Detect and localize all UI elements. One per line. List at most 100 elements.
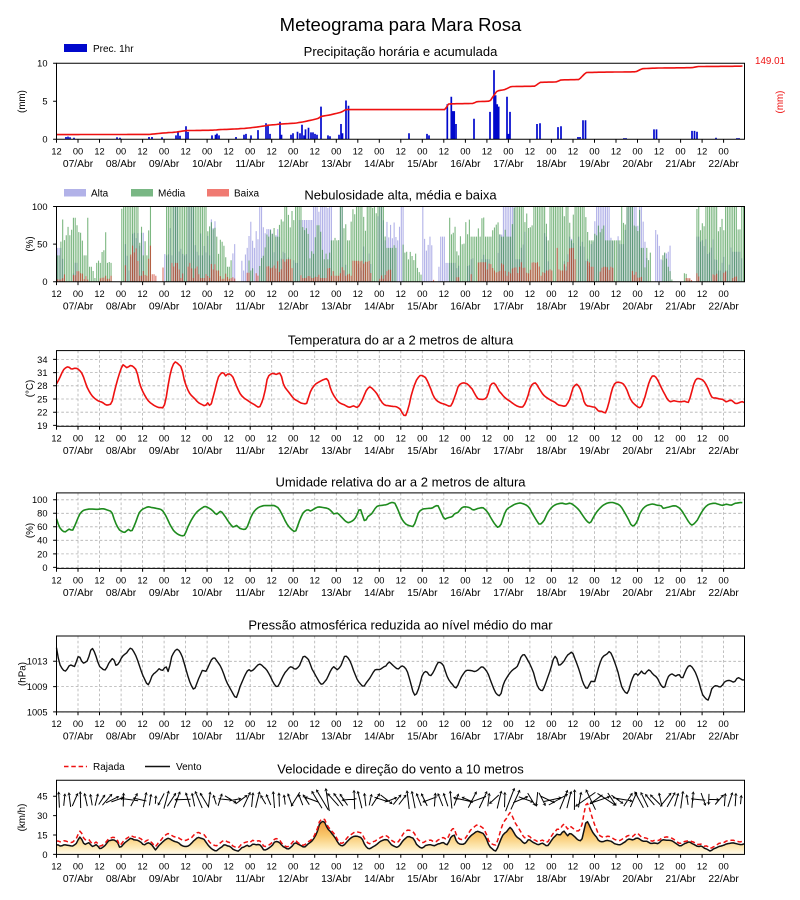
svg-text:12: 12 — [396, 433, 406, 443]
svg-text:12: 12 — [482, 289, 492, 299]
svg-text:12: 12 — [568, 433, 578, 443]
svg-text:12: 12 — [353, 289, 363, 299]
svg-text:12: 12 — [94, 289, 104, 299]
svg-text:13/Abr: 13/Abr — [321, 301, 352, 312]
svg-text:00: 00 — [245, 433, 255, 443]
svg-text:80: 80 — [37, 509, 47, 519]
svg-text:08/Abr: 08/Abr — [106, 301, 137, 312]
svg-text:00: 00 — [417, 861, 427, 871]
svg-text:12: 12 — [137, 719, 147, 729]
svg-text:12: 12 — [267, 861, 277, 871]
svg-text:00: 00 — [417, 719, 427, 729]
svg-text:10: 10 — [37, 59, 47, 69]
svg-text:12: 12 — [180, 433, 190, 443]
svg-text:16/Abr: 16/Abr — [450, 874, 481, 885]
svg-text:00: 00 — [589, 289, 599, 299]
svg-text:00: 00 — [589, 433, 599, 443]
svg-text:100: 100 — [32, 202, 48, 212]
svg-text:12: 12 — [439, 719, 449, 729]
svg-text:00: 00 — [245, 289, 255, 299]
svg-text:00: 00 — [374, 146, 384, 156]
svg-text:00: 00 — [202, 146, 212, 156]
svg-text:12: 12 — [94, 719, 104, 729]
svg-text:12/Abr: 12/Abr — [278, 588, 309, 599]
svg-text:12: 12 — [180, 289, 190, 299]
svg-text:Velocidade e direção do vento: Velocidade e direção do vento a 10 metro… — [277, 762, 524, 777]
svg-text:Temperatura do ar a 2 metros d: Temperatura do ar a 2 metros de altura — [288, 333, 514, 348]
svg-text:00: 00 — [589, 146, 599, 156]
svg-text:18/Abr: 18/Abr — [536, 874, 567, 885]
svg-text:22/Abr: 22/Abr — [708, 588, 739, 599]
svg-text:14/Abr: 14/Abr — [364, 731, 395, 742]
svg-text:12: 12 — [137, 146, 147, 156]
svg-text:12/Abr: 12/Abr — [278, 874, 309, 885]
svg-text:12/Abr: 12/Abr — [278, 731, 309, 742]
svg-text:00: 00 — [675, 433, 685, 443]
svg-text:12: 12 — [611, 861, 621, 871]
svg-text:5: 5 — [42, 97, 47, 107]
svg-text:34: 34 — [37, 355, 47, 365]
svg-text:22/Abr: 22/Abr — [708, 446, 739, 457]
svg-text:12: 12 — [654, 433, 664, 443]
svg-text:12: 12 — [353, 433, 363, 443]
svg-text:12: 12 — [697, 146, 707, 156]
svg-text:20/Abr: 20/Abr — [622, 731, 653, 742]
svg-text:14/Abr: 14/Abr — [364, 588, 395, 599]
svg-text:00: 00 — [331, 719, 341, 729]
svg-text:12: 12 — [51, 289, 61, 299]
svg-text:00: 00 — [331, 575, 341, 585]
svg-text:09/Abr: 09/Abr — [149, 731, 180, 742]
svg-text:12: 12 — [439, 146, 449, 156]
svg-text:11/Abr: 11/Abr — [235, 731, 265, 742]
svg-text:00: 00 — [632, 861, 642, 871]
svg-text:00: 00 — [159, 575, 169, 585]
svg-text:00: 00 — [675, 575, 685, 585]
svg-text:15/Abr: 15/Abr — [407, 731, 438, 742]
svg-text:12: 12 — [223, 146, 233, 156]
svg-text:00: 00 — [245, 861, 255, 871]
svg-text:28: 28 — [37, 381, 47, 391]
svg-text:16/Abr: 16/Abr — [450, 159, 481, 170]
svg-text:12: 12 — [525, 433, 535, 443]
svg-text:(mm): (mm) — [17, 90, 28, 113]
svg-text:20/Abr: 20/Abr — [622, 301, 653, 312]
svg-text:00: 00 — [675, 289, 685, 299]
svg-text:09/Abr: 09/Abr — [149, 874, 180, 885]
svg-text:22/Abr: 22/Abr — [708, 159, 739, 170]
svg-text:60: 60 — [37, 522, 47, 532]
svg-text:16/Abr: 16/Abr — [450, 588, 481, 599]
svg-text:Nebulosidade alta, média e bai: Nebulosidade alta, média e baixa — [304, 188, 497, 203]
svg-text:21/Abr: 21/Abr — [665, 588, 696, 599]
svg-text:12: 12 — [310, 861, 320, 871]
svg-text:19/Abr: 19/Abr — [579, 874, 610, 885]
svg-text:18/Abr: 18/Abr — [536, 731, 567, 742]
svg-text:12: 12 — [94, 433, 104, 443]
svg-text:(%): (%) — [25, 236, 36, 251]
svg-text:19/Abr: 19/Abr — [579, 159, 610, 170]
svg-text:22: 22 — [37, 408, 47, 418]
svg-text:12: 12 — [353, 575, 363, 585]
svg-text:00: 00 — [632, 433, 642, 443]
svg-text:00: 00 — [374, 575, 384, 585]
svg-text:17/Abr: 17/Abr — [493, 874, 524, 885]
svg-text:12: 12 — [525, 861, 535, 871]
svg-text:19/Abr: 19/Abr — [579, 446, 610, 457]
svg-text:10/Abr: 10/Abr — [192, 731, 223, 742]
svg-text:12: 12 — [223, 575, 233, 585]
svg-text:21/Abr: 21/Abr — [665, 874, 696, 885]
svg-text:11/Abr: 11/Abr — [235, 301, 265, 312]
svg-text:00: 00 — [331, 289, 341, 299]
svg-text:00: 00 — [632, 719, 642, 729]
svg-text:00: 00 — [546, 289, 556, 299]
svg-text:00: 00 — [632, 289, 642, 299]
svg-text:00: 00 — [546, 433, 556, 443]
svg-text:00: 00 — [245, 575, 255, 585]
svg-text:12: 12 — [94, 575, 104, 585]
svg-text:12: 12 — [697, 861, 707, 871]
svg-text:12: 12 — [697, 575, 707, 585]
svg-text:00: 00 — [73, 861, 83, 871]
svg-text:12: 12 — [353, 719, 363, 729]
svg-text:16/Abr: 16/Abr — [450, 446, 481, 457]
svg-text:00: 00 — [503, 861, 513, 871]
svg-text:15/Abr: 15/Abr — [407, 874, 438, 885]
